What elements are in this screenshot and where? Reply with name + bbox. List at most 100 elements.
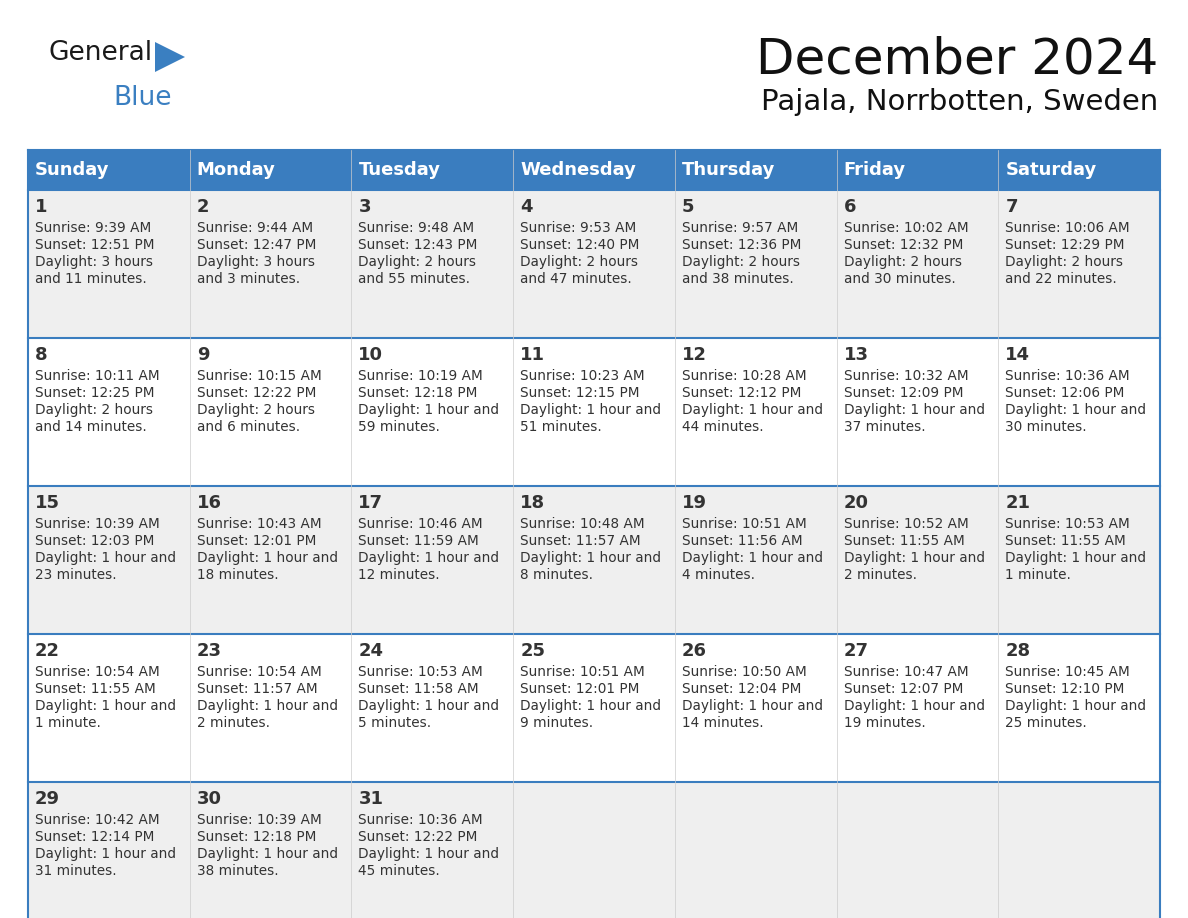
Text: 27: 27: [843, 642, 868, 660]
Text: 2 minutes.: 2 minutes.: [843, 568, 917, 582]
Bar: [836, 150, 998, 190]
Bar: [190, 782, 352, 918]
Text: and 38 minutes.: and 38 minutes.: [682, 272, 794, 286]
Text: Thursday: Thursday: [682, 161, 776, 179]
Bar: [190, 150, 352, 190]
Text: Monday: Monday: [197, 161, 276, 179]
Text: and 47 minutes.: and 47 minutes.: [520, 272, 632, 286]
Text: 11: 11: [520, 346, 545, 364]
Text: Sunrise: 10:54 AM: Sunrise: 10:54 AM: [34, 665, 159, 679]
Text: Sunset: 12:15 PM: Sunset: 12:15 PM: [520, 386, 639, 400]
Text: Daylight: 1 hour and: Daylight: 1 hour and: [843, 403, 985, 417]
Text: 38 minutes.: 38 minutes.: [197, 864, 278, 878]
Bar: [190, 190, 352, 338]
Bar: [513, 150, 675, 190]
Text: Sunset: 11:55 AM: Sunset: 11:55 AM: [34, 682, 156, 696]
Text: Daylight: 1 hour and: Daylight: 1 hour and: [1005, 403, 1146, 417]
Text: Sunrise: 10:53 AM: Sunrise: 10:53 AM: [359, 665, 484, 679]
Text: Daylight: 1 hour and: Daylight: 1 hour and: [359, 847, 499, 861]
Text: Sunrise: 10:51 AM: Sunrise: 10:51 AM: [682, 517, 807, 531]
Text: 31 minutes.: 31 minutes.: [34, 864, 116, 878]
Text: Sunset: 12:18 PM: Sunset: 12:18 PM: [359, 386, 478, 400]
Text: 3: 3: [359, 198, 371, 216]
Text: 15: 15: [34, 494, 61, 512]
Text: Daylight: 1 hour and: Daylight: 1 hour and: [359, 551, 499, 565]
Text: Sunrise: 10:39 AM: Sunrise: 10:39 AM: [34, 517, 159, 531]
Text: Daylight: 1 hour and: Daylight: 1 hour and: [682, 699, 823, 713]
Text: Daylight: 1 hour and: Daylight: 1 hour and: [1005, 551, 1146, 565]
Bar: [190, 634, 352, 782]
Text: 14: 14: [1005, 346, 1030, 364]
Text: Daylight: 2 hours: Daylight: 2 hours: [197, 403, 315, 417]
Text: Sunset: 12:07 PM: Sunset: 12:07 PM: [843, 682, 963, 696]
Text: Daylight: 2 hours: Daylight: 2 hours: [520, 255, 638, 269]
Bar: [513, 634, 675, 782]
Text: Sunset: 12:43 PM: Sunset: 12:43 PM: [359, 238, 478, 252]
Text: Daylight: 1 hour and: Daylight: 1 hour and: [843, 551, 985, 565]
Text: Sunrise: 10:45 AM: Sunrise: 10:45 AM: [1005, 665, 1130, 679]
Text: Sunrise: 10:53 AM: Sunrise: 10:53 AM: [1005, 517, 1130, 531]
Text: Sunday: Sunday: [34, 161, 109, 179]
Text: Sunrise: 9:48 AM: Sunrise: 9:48 AM: [359, 221, 474, 235]
Text: Sunrise: 9:53 AM: Sunrise: 9:53 AM: [520, 221, 637, 235]
Text: 19: 19: [682, 494, 707, 512]
Text: Sunset: 12:01 PM: Sunset: 12:01 PM: [520, 682, 639, 696]
Text: Sunset: 12:09 PM: Sunset: 12:09 PM: [843, 386, 963, 400]
Text: 19 minutes.: 19 minutes.: [843, 716, 925, 730]
Bar: [675, 338, 836, 486]
Text: Daylight: 1 hour and: Daylight: 1 hour and: [1005, 699, 1146, 713]
Text: Daylight: 1 hour and: Daylight: 1 hour and: [359, 699, 499, 713]
Bar: [29, 338, 190, 486]
Text: and 30 minutes.: and 30 minutes.: [843, 272, 955, 286]
Bar: [675, 150, 836, 190]
Text: Sunset: 11:58 AM: Sunset: 11:58 AM: [359, 682, 479, 696]
Text: Sunset: 12:25 PM: Sunset: 12:25 PM: [34, 386, 154, 400]
Bar: [29, 486, 190, 634]
Bar: [29, 782, 190, 918]
Text: 4: 4: [520, 198, 532, 216]
Text: Sunrise: 10:32 AM: Sunrise: 10:32 AM: [843, 369, 968, 383]
Text: 24: 24: [359, 642, 384, 660]
Text: 18 minutes.: 18 minutes.: [197, 568, 278, 582]
Text: Daylight: 1 hour and: Daylight: 1 hour and: [682, 403, 823, 417]
Bar: [998, 150, 1159, 190]
Text: Sunset: 12:29 PM: Sunset: 12:29 PM: [1005, 238, 1125, 252]
Text: 30: 30: [197, 790, 222, 808]
Text: and 11 minutes.: and 11 minutes.: [34, 272, 147, 286]
Bar: [29, 634, 190, 782]
Bar: [352, 782, 513, 918]
Text: Daylight: 2 hours: Daylight: 2 hours: [34, 403, 153, 417]
Text: 12 minutes.: 12 minutes.: [359, 568, 440, 582]
Bar: [836, 486, 998, 634]
Text: 18: 18: [520, 494, 545, 512]
Text: Sunset: 11:56 AM: Sunset: 11:56 AM: [682, 534, 802, 548]
Text: and 6 minutes.: and 6 minutes.: [197, 420, 299, 434]
Text: 8: 8: [34, 346, 48, 364]
Text: Sunrise: 10:54 AM: Sunrise: 10:54 AM: [197, 665, 322, 679]
Text: Sunrise: 9:57 AM: Sunrise: 9:57 AM: [682, 221, 798, 235]
Bar: [675, 190, 836, 338]
Text: Pajala, Norrbotten, Sweden: Pajala, Norrbotten, Sweden: [760, 88, 1158, 116]
Text: Sunset: 11:57 AM: Sunset: 11:57 AM: [197, 682, 317, 696]
Text: Sunrise: 10:23 AM: Sunrise: 10:23 AM: [520, 369, 645, 383]
Text: 5 minutes.: 5 minutes.: [359, 716, 431, 730]
Text: 6: 6: [843, 198, 857, 216]
Text: Daylight: 3 hours: Daylight: 3 hours: [197, 255, 315, 269]
Text: Sunset: 12:40 PM: Sunset: 12:40 PM: [520, 238, 639, 252]
Text: 44 minutes.: 44 minutes.: [682, 420, 764, 434]
Text: Sunrise: 10:19 AM: Sunrise: 10:19 AM: [359, 369, 484, 383]
Text: 29: 29: [34, 790, 61, 808]
Text: December 2024: December 2024: [756, 35, 1158, 83]
Text: Wednesday: Wednesday: [520, 161, 636, 179]
Text: Sunset: 11:57 AM: Sunset: 11:57 AM: [520, 534, 640, 548]
Text: 30 minutes.: 30 minutes.: [1005, 420, 1087, 434]
Text: Sunset: 12:12 PM: Sunset: 12:12 PM: [682, 386, 801, 400]
Text: Daylight: 1 hour and: Daylight: 1 hour and: [34, 699, 176, 713]
Text: Sunset: 11:55 AM: Sunset: 11:55 AM: [1005, 534, 1126, 548]
Text: Sunset: 11:59 AM: Sunset: 11:59 AM: [359, 534, 479, 548]
Text: Sunset: 12:18 PM: Sunset: 12:18 PM: [197, 830, 316, 844]
Polygon shape: [154, 42, 185, 72]
Text: 51 minutes.: 51 minutes.: [520, 420, 602, 434]
Text: 21: 21: [1005, 494, 1030, 512]
Text: 26: 26: [682, 642, 707, 660]
